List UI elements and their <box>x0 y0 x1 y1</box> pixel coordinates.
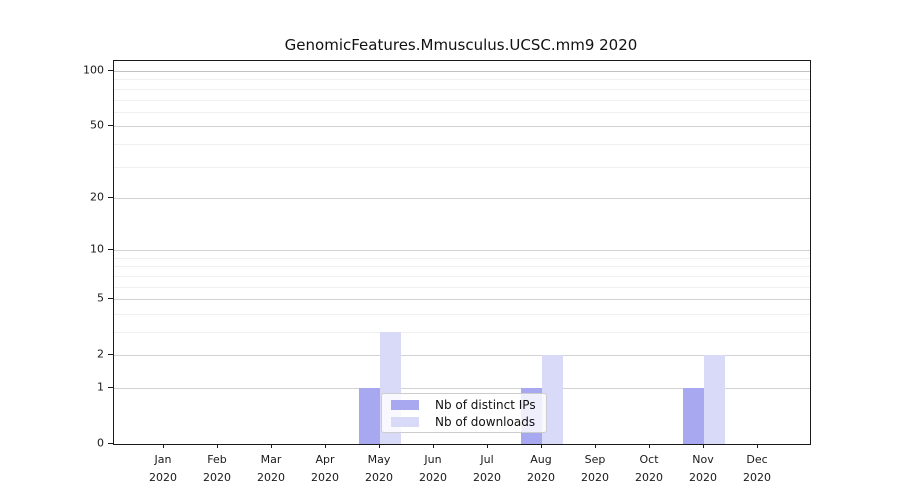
x-tick-label-year: 2020 <box>527 471 555 484</box>
y-tick-mark <box>108 196 113 198</box>
y-tick-mark <box>108 387 113 388</box>
x-tick-label-year: 2020 <box>473 471 501 484</box>
y-gridline-minor <box>114 266 810 268</box>
y-gridline-major <box>114 388 810 389</box>
x-tick-label-year: 2020 <box>365 471 393 484</box>
y-gridline-minor <box>114 166 810 168</box>
y-tick-mark <box>108 354 113 356</box>
x-tick-mark <box>433 444 434 448</box>
legend-item-downloads: Nb of downloads <box>391 415 540 429</box>
x-tick-label-year: 2020 <box>419 471 447 484</box>
y-tick-label: 20 <box>90 190 104 204</box>
x-tick-label: May 2020 <box>349 451 409 487</box>
x-tick-label: Jul 2020 <box>457 451 517 487</box>
y-gridline-minor <box>114 286 810 288</box>
x-tick-mark <box>757 444 758 448</box>
x-tick-label-year: 2020 <box>689 471 717 484</box>
y-tick-mark <box>108 70 113 71</box>
bar-downloads-aug <box>542 355 563 444</box>
x-tick-label: Jun 2020 <box>403 451 463 487</box>
bar-downloads-nov <box>704 355 725 444</box>
x-tick-label: Oct 2020 <box>619 451 679 487</box>
y-gridline-minor <box>114 313 810 315</box>
y-gridline-minor <box>114 88 810 90</box>
x-tick-label: Sep 2020 <box>565 451 625 487</box>
x-tick-label: Aug 2020 <box>511 451 571 487</box>
y-tick-label: 100 <box>83 63 104 77</box>
x-tick-mark <box>163 444 164 448</box>
bar-distinct-ips-nov <box>683 388 704 444</box>
y-gridline-major <box>114 299 810 301</box>
y-gridline-major <box>114 126 810 128</box>
y-tick-label: 10 <box>90 242 104 256</box>
legend-label-downloads: Nb of downloads <box>435 414 536 429</box>
x-tick-mark <box>541 444 542 448</box>
x-tick-mark <box>325 444 326 448</box>
x-tick-label-year: 2020 <box>311 471 339 484</box>
y-tick-label: 0 <box>97 436 104 450</box>
y-tick-mark <box>108 249 113 251</box>
x-tick-mark <box>703 444 704 448</box>
legend-item-distinct-ips: Nb of distinct IPs <box>391 398 540 412</box>
y-gridline-major <box>114 197 810 199</box>
x-tick-label: Apr 2020 <box>295 451 355 487</box>
legend-swatch-distinct-ips <box>391 399 419 410</box>
x-tick-label-year: 2020 <box>581 471 609 484</box>
y-gridline-minor <box>114 275 810 277</box>
x-tick-mark <box>271 444 272 448</box>
plot-area <box>113 60 811 445</box>
y-gridline-major <box>114 250 810 252</box>
x-tick-label-year: 2020 <box>203 471 231 484</box>
y-gridline-major <box>114 355 810 357</box>
y-tick-label: 50 <box>90 118 104 132</box>
y-gridline-minor <box>114 79 810 81</box>
x-tick-label: Dec 2020 <box>727 451 787 487</box>
x-tick-label: Nov 2020 <box>673 451 733 487</box>
legend-label-distinct-ips: Nb of distinct IPs <box>435 397 536 412</box>
y-tick-mark <box>108 125 113 127</box>
x-tick-label-year: 2020 <box>257 471 285 484</box>
x-tick-mark <box>595 444 596 448</box>
y-gridline-minor <box>114 332 810 333</box>
y-tick-mark <box>108 298 113 300</box>
chart-title: GenomicFeatures.Mmusculus.UCSC.mm9 2020 <box>284 36 638 54</box>
y-gridline-minor <box>114 111 810 113</box>
x-tick-label: Mar 2020 <box>241 451 301 487</box>
y-gridline-minor <box>114 99 810 101</box>
x-tick-mark <box>217 444 218 448</box>
y-gridline-minor <box>114 257 810 259</box>
x-tick-mark <box>649 444 650 448</box>
x-tick-label-year: 2020 <box>149 471 177 484</box>
chart-legend: Nb of distinct IPs Nb of downloads <box>381 393 547 433</box>
x-tick-mark <box>379 444 380 448</box>
x-tick-mark <box>487 444 488 448</box>
y-tick-mark <box>108 443 113 444</box>
y-gridline-minor <box>114 143 810 145</box>
y-tick-label: 5 <box>97 291 104 305</box>
x-tick-label-year: 2020 <box>743 471 771 484</box>
x-tick-label: Jan 2020 <box>133 451 193 487</box>
y-tick-label: 2 <box>97 347 104 361</box>
bar-distinct-ips-may <box>359 388 380 444</box>
x-tick-label: Feb 2020 <box>187 451 247 487</box>
y-tick-label: 1 <box>97 380 104 394</box>
y-gridline-major <box>114 71 810 72</box>
legend-swatch-downloads <box>391 416 419 427</box>
x-tick-label-year: 2020 <box>635 471 663 484</box>
